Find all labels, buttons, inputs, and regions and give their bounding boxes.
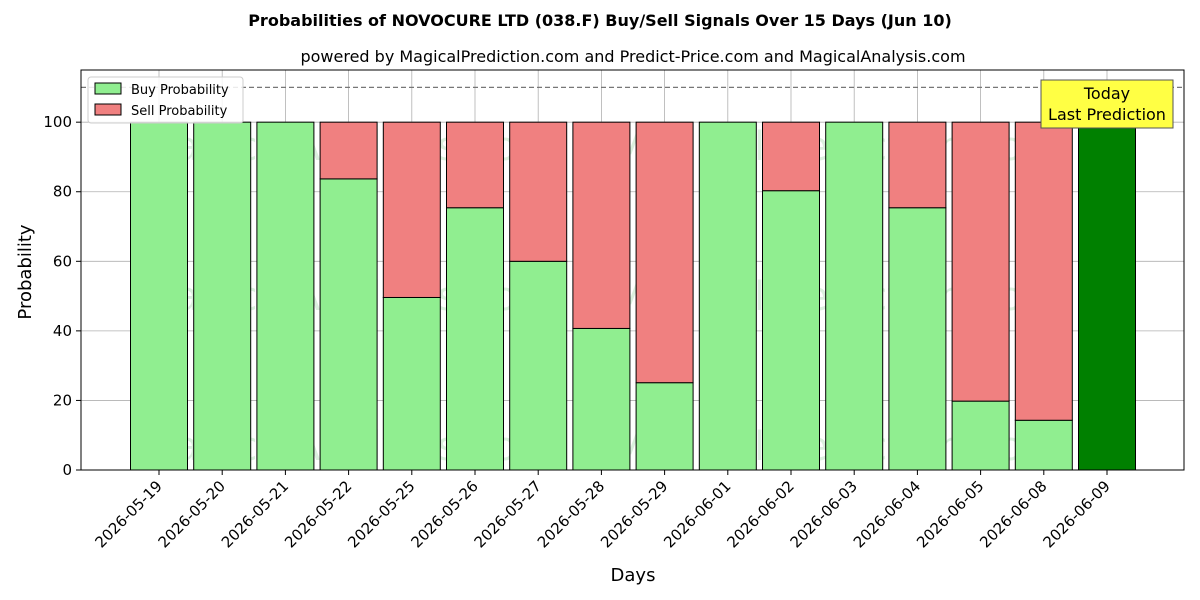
x-tick-label: 2026-05-20 <box>155 477 229 551</box>
x-tick-label: 2026-06-08 <box>976 477 1050 551</box>
legend-swatch-sell <box>94 103 122 116</box>
annotation-line2: Last Prediction <box>1048 105 1166 124</box>
x-tick-label: 2026-06-01 <box>660 477 734 551</box>
legend-label-sell: Sell Probability <box>131 104 228 119</box>
today-annotation: Today Last Prediction <box>1040 79 1174 129</box>
plot-frame <box>80 69 1185 471</box>
x-tick-label: 2026-06-09 <box>1039 477 1113 551</box>
bar-buy <box>446 207 504 471</box>
bar-buy <box>130 121 188 471</box>
bars <box>130 121 1136 471</box>
bar-buy <box>762 190 820 471</box>
bar-buy <box>193 121 252 471</box>
x-tick-label: 2026-06-05 <box>913 477 987 551</box>
bar-sell <box>635 121 694 384</box>
x-tick-label: 2026-06-02 <box>723 477 797 551</box>
annotation-box <box>1040 79 1174 129</box>
x-tick-label: 2026-06-04 <box>850 477 924 551</box>
bar-buy <box>1078 121 1136 471</box>
bar-buy <box>382 296 441 471</box>
y-tick-label: 100 <box>43 113 72 131</box>
legend: Buy Probability Sell Probability <box>87 76 244 124</box>
chart-subtitle: powered by MagicalPrediction.com and Pre… <box>300 47 965 66</box>
bar-buy <box>635 382 694 471</box>
x-tick-label: 2026-05-27 <box>471 477 545 551</box>
chart-title: Probabilities of NOVOCURE LTD (038.F) Bu… <box>248 11 952 30</box>
bar-buy <box>698 121 757 471</box>
bar-sell <box>888 121 947 209</box>
bar-buy <box>1014 419 1073 471</box>
bar-sell <box>951 121 1010 402</box>
bar-buy <box>951 400 1010 471</box>
bar-sell <box>762 121 820 192</box>
bar-sell <box>382 121 441 298</box>
annotation-line1: Today <box>1083 84 1130 103</box>
y-tick-label: 20 <box>53 391 72 409</box>
bar-buy <box>319 178 378 471</box>
y-axis-label: Probability <box>15 224 36 319</box>
x-tick-label: 2026-05-29 <box>597 477 671 551</box>
x-tick-label: 2026-05-28 <box>534 477 608 551</box>
axes <box>80 69 1185 471</box>
bar-sell <box>572 121 631 329</box>
bar-buy <box>825 121 884 471</box>
x-tick-label: 2026-05-21 <box>218 477 292 551</box>
bar-buy <box>509 260 568 471</box>
y-tick-label: 0 <box>62 461 72 479</box>
x-tick-label: 2026-05-26 <box>407 477 481 551</box>
bar-sell <box>446 121 504 209</box>
x-tick-label: 2026-05-22 <box>281 477 355 551</box>
x-axis-label: Days <box>611 565 656 586</box>
x-tick-label: 2026-05-19 <box>91 477 165 551</box>
legend-swatch-buy <box>94 82 122 95</box>
y-tick-label: 40 <box>53 322 72 340</box>
x-tick-label: 2026-05-25 <box>344 477 418 551</box>
bar-sell <box>1014 121 1073 421</box>
legend-label-buy: Buy Probability <box>131 83 229 98</box>
legend-frame <box>87 76 244 124</box>
y-tick-label: 80 <box>53 183 72 201</box>
bar-buy <box>888 207 947 471</box>
bar-buy <box>256 121 315 471</box>
bar-sell <box>509 121 568 262</box>
bar-sell <box>319 121 378 180</box>
y-tick-label: 60 <box>53 252 72 270</box>
x-tick-label: 2026-06-03 <box>787 477 861 551</box>
bar-buy <box>572 327 631 471</box>
